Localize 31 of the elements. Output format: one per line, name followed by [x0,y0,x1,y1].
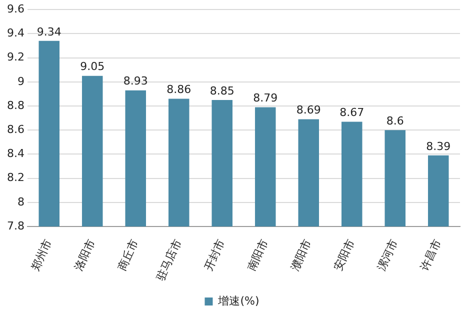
x-tick-label: 洛阳市 [72,237,98,273]
y-tick-label: 9.2 [6,50,24,64]
legend-label: 增速(%) [217,294,260,308]
x-tick-label: 许昌市 [418,237,444,273]
data-label: 8.69 [296,104,321,117]
y-tick-label: 8.6 [6,122,24,136]
data-label: 8.85 [210,84,234,98]
y-tick-label: 9.4 [6,26,24,40]
data-label: 8.39 [426,140,451,153]
y-tick-label: 7.8 [6,219,24,232]
data-label: 8.93 [123,74,148,88]
data-label: 9.34 [36,25,62,38]
x-tick-label: 郑州市 [28,237,54,273]
y-tick-label: 8.8 [6,98,24,112]
x-tick-label: 开封市 [202,237,228,273]
y-tick-label: 8 [17,195,24,208]
data-label: 8.86 [166,83,192,96]
x-tick-label: 濮阳市 [288,237,314,273]
x-tick-label: 安阳市 [331,237,358,273]
data-label: 8.6 [386,114,404,128]
x-tick-label: 漯河市 [374,237,400,273]
data-label: 9.05 [80,60,105,74]
y-tick-label: 9 [17,74,24,88]
x-tick-label: 南阳市 [244,237,271,273]
x-tick-label: 商丘市 [115,237,141,273]
y-tick-label: 9.6 [6,2,24,16]
y-tick-label: 8.4 [6,147,24,160]
x-tick-label: 驻马店市 [154,237,184,283]
data-label: 8.79 [253,92,278,105]
y-tick-label: 8.2 [6,171,24,184]
data-label: 8.67 [340,106,364,120]
